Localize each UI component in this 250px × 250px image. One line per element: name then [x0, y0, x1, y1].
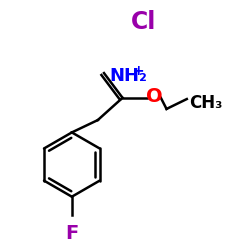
Text: CH₃: CH₃ [189, 94, 223, 112]
Text: Cl: Cl [131, 10, 156, 34]
Text: +: + [132, 64, 144, 78]
Text: O: O [146, 87, 163, 106]
Text: F: F [65, 224, 78, 243]
Text: NH₂: NH₂ [109, 66, 147, 84]
